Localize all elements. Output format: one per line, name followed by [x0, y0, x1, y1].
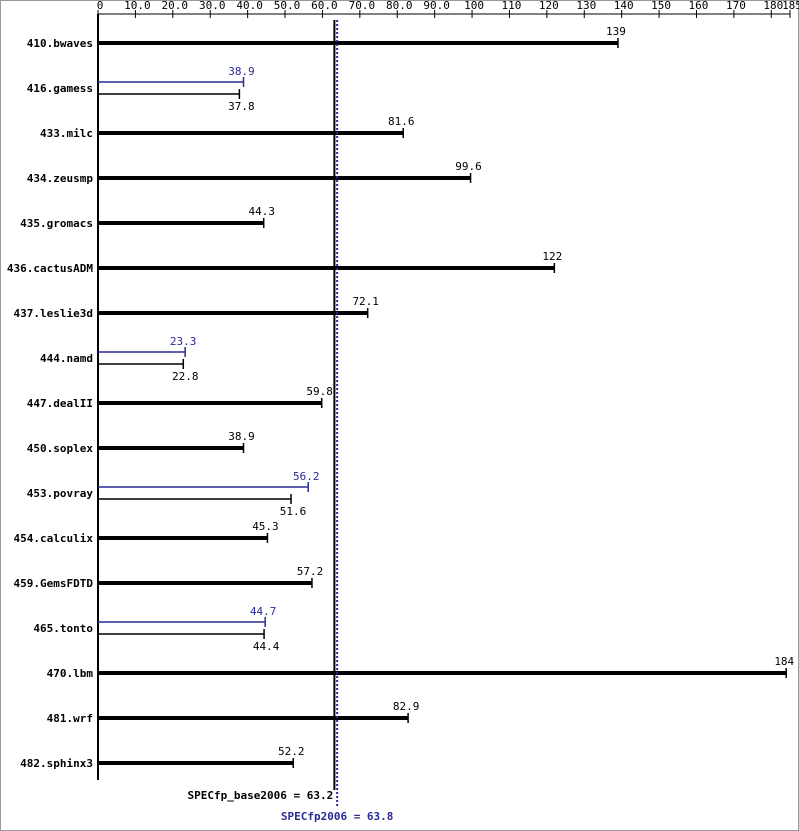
value-label: 122	[542, 250, 562, 263]
category-label: 434.zeusmp	[27, 172, 94, 185]
value-label: 99.6	[455, 160, 482, 173]
x-tick-label: 180	[763, 0, 783, 12]
x-tick-label: 185	[782, 0, 799, 12]
x-tick-label: 150	[651, 0, 671, 12]
x-tick-label: 40.0	[236, 0, 263, 12]
value-label: 23.3	[170, 335, 197, 348]
category-label: 482.sphinx3	[20, 757, 93, 770]
category-label: 481.wrf	[47, 712, 93, 725]
category-label: 459.GemsFDTD	[14, 577, 94, 590]
value-label: 51.6	[280, 505, 307, 518]
category-label: 454.calculix	[14, 532, 94, 545]
x-tick-label: 80.0	[386, 0, 413, 12]
x-tick-label: 10.0	[124, 0, 151, 12]
x-tick-label: 90.0	[423, 0, 450, 12]
value-label: 38.9	[228, 430, 255, 443]
value-label: 44.3	[248, 205, 275, 218]
value-label: 184	[774, 655, 794, 668]
x-tick-label: 100	[464, 0, 484, 12]
reference-label: SPECfp2006 = 63.8	[281, 810, 394, 823]
category-label: 410.bwaves	[27, 37, 93, 50]
value-label: 52.2	[278, 745, 305, 758]
value-label: 59.8	[306, 385, 333, 398]
x-tick-label: 70.0	[349, 0, 376, 12]
category-label: 453.povray	[27, 487, 94, 500]
x-tick-label: 30.0	[199, 0, 226, 12]
category-label: 444.namd	[40, 352, 93, 365]
value-label: 37.8	[228, 100, 255, 113]
value-label: 56.2	[293, 470, 320, 483]
reference-label: SPECfp_base2006 = 63.2	[188, 789, 334, 802]
x-tick-label: 120	[539, 0, 559, 12]
value-label: 139	[606, 25, 626, 38]
x-tick-label: 50.0	[274, 0, 301, 12]
x-tick-label: 20.0	[162, 0, 189, 12]
category-label: 450.soplex	[27, 442, 94, 455]
x-tick-label: 60.0	[311, 0, 338, 12]
value-label: 82.9	[393, 700, 420, 713]
value-label: 57.2	[297, 565, 324, 578]
x-tick-label: 140	[614, 0, 634, 12]
x-tick-label: 0	[97, 0, 104, 12]
category-label: 465.tonto	[33, 622, 93, 635]
category-label: 470.lbm	[47, 667, 94, 680]
x-tick-label: 160	[689, 0, 709, 12]
category-label: 433.milc	[40, 127, 93, 140]
x-tick-label: 110	[502, 0, 522, 12]
category-label: 416.gamess	[27, 82, 93, 95]
category-label: 436.cactusADM	[7, 262, 93, 275]
category-label: 435.gromacs	[20, 217, 93, 230]
x-tick-label: 170	[726, 0, 746, 12]
value-label: 44.4	[253, 640, 280, 653]
value-label: 22.8	[172, 370, 199, 383]
category-label: 437.leslie3d	[14, 307, 93, 320]
value-label: 38.9	[228, 65, 255, 78]
x-tick-label: 130	[576, 0, 596, 12]
value-label: 45.3	[252, 520, 279, 533]
category-label: 447.dealII	[27, 397, 93, 410]
value-label: 72.1	[352, 295, 379, 308]
value-label: 81.6	[388, 115, 415, 128]
value-label: 44.7	[250, 605, 277, 618]
